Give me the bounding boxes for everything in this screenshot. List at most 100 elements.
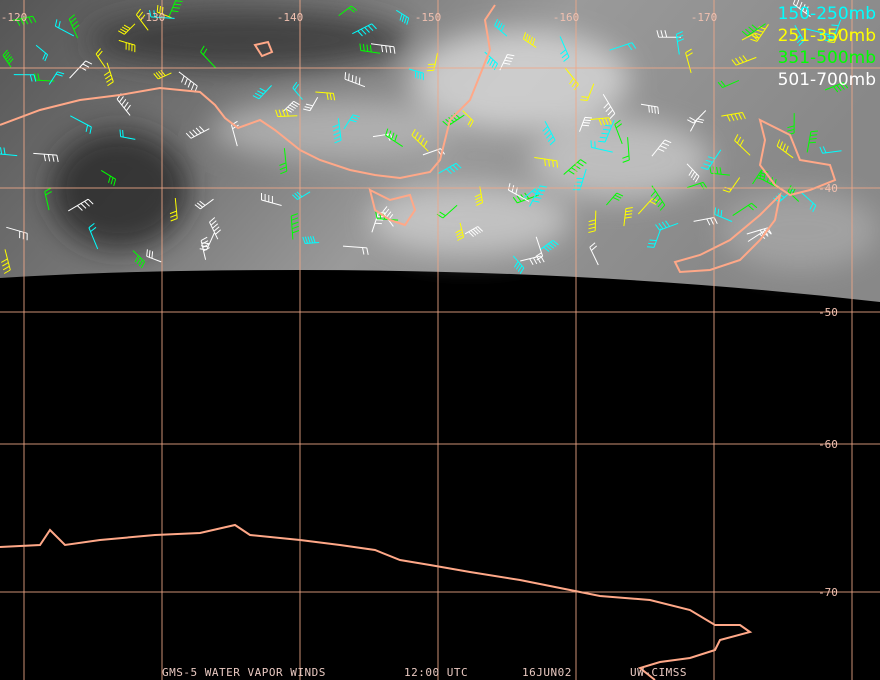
wind-barb [512, 192, 539, 204]
wind-barb [580, 83, 595, 101]
legend-entry: 351-500mb [778, 48, 876, 68]
wind-barb [10, 15, 37, 26]
legend-entry: 150-250mb [778, 4, 876, 24]
wind-barb [132, 250, 146, 269]
wind-barb [70, 115, 92, 134]
wind-barb [741, 33, 760, 41]
wind-barb [794, 25, 805, 46]
wind-barb [588, 210, 597, 233]
wind-barb [640, 103, 659, 115]
wind-barb [512, 255, 525, 274]
wind-barb [136, 8, 149, 31]
wind-barb [343, 114, 360, 130]
wind-barb [787, 113, 795, 136]
wind-barb [178, 71, 198, 93]
wind-barb [805, 28, 830, 42]
latitude-label: -40 [818, 182, 838, 195]
wind-barb [747, 229, 772, 242]
wind-barb [303, 96, 319, 112]
wind-barb [68, 198, 94, 212]
water-vapor-imagery [0, 0, 880, 302]
wind-barb [800, 191, 817, 213]
wind-barb [693, 217, 718, 226]
footer: GMS-5 WATER VAPOR WINDS 12:00 UTC 16JUN02 U… [162, 666, 686, 679]
wind-barb [646, 228, 662, 248]
graticule-labels: -120 -130 -140 -150 -160 -170 -40 -50 -60 -70 [1, 11, 838, 599]
wind-barb [396, 9, 410, 25]
wind-barb [455, 222, 465, 241]
wind-barb [522, 32, 537, 48]
wind-barb [776, 139, 794, 159]
wind-barb [734, 134, 751, 156]
wind-barb [209, 217, 222, 240]
wind-barb [118, 39, 136, 53]
longitude-label: -160 [553, 11, 580, 24]
wind-barb [292, 81, 303, 100]
wind-barb [507, 183, 530, 202]
wind-barb [590, 117, 612, 126]
wind-barb [746, 227, 772, 237]
coastline [253, 40, 274, 58]
wind-barb [185, 125, 210, 139]
wind-barb [315, 91, 336, 101]
wind-barb [685, 48, 693, 74]
footer-text: 16JUN02 [522, 666, 572, 679]
wind-barb [806, 130, 818, 153]
wind-barb [474, 186, 484, 206]
wind-barb [54, 19, 75, 37]
wind-barb [352, 23, 377, 37]
legend-entry: 251-350mb [778, 26, 876, 46]
wind-barb [687, 110, 707, 124]
wind-barb [1, 249, 11, 274]
wind-barb [279, 148, 288, 175]
longitude-label: -170 [691, 11, 718, 24]
coastline [673, 191, 782, 274]
wind-barb [819, 146, 842, 154]
wind-barb [342, 245, 369, 255]
wind-barb [168, 0, 183, 17]
wind-barb [590, 140, 613, 153]
coastline [0, 523, 753, 680]
wind-barb [48, 71, 65, 85]
wind-barb [119, 129, 136, 140]
wind-barb [437, 162, 462, 175]
longitude-label: -120 [1, 11, 28, 24]
wind-barb [792, 0, 811, 18]
wind-barb [650, 185, 666, 211]
wind-barb [721, 112, 746, 122]
wind-barb [484, 51, 498, 71]
legend-entry: 501-700mb [778, 70, 876, 90]
wind-barbs [0, 0, 849, 274]
footer-text: 12:00 UTC [404, 666, 468, 679]
wind-barb [675, 31, 685, 55]
wind-barb [563, 159, 587, 175]
wind-barb [614, 119, 623, 144]
wind-barb [275, 109, 298, 117]
wind-barb [559, 36, 570, 62]
wind-barb [359, 43, 381, 54]
wind-barb [88, 223, 99, 250]
wind-barb [408, 68, 424, 81]
wind-barb [282, 100, 300, 113]
wind-barb [542, 120, 556, 146]
wind-barb [656, 30, 681, 38]
wind-barb [100, 169, 117, 187]
wind-barb [332, 118, 342, 144]
wind-barb [200, 236, 210, 260]
wind-barb [598, 119, 615, 143]
wind-barb [156, 5, 172, 19]
wind-barb [344, 72, 366, 88]
wind-barb [732, 202, 758, 217]
latitude-label: -70 [818, 586, 838, 599]
wind-barb [200, 45, 217, 69]
wind-barb [499, 54, 515, 71]
wind-barb [520, 255, 545, 266]
coastline [0, 4, 496, 180]
wind-barb [35, 44, 49, 62]
wind-barb [731, 55, 757, 66]
wind-barb [534, 157, 559, 168]
wind-barb [651, 139, 672, 157]
wind-barb [609, 42, 637, 51]
